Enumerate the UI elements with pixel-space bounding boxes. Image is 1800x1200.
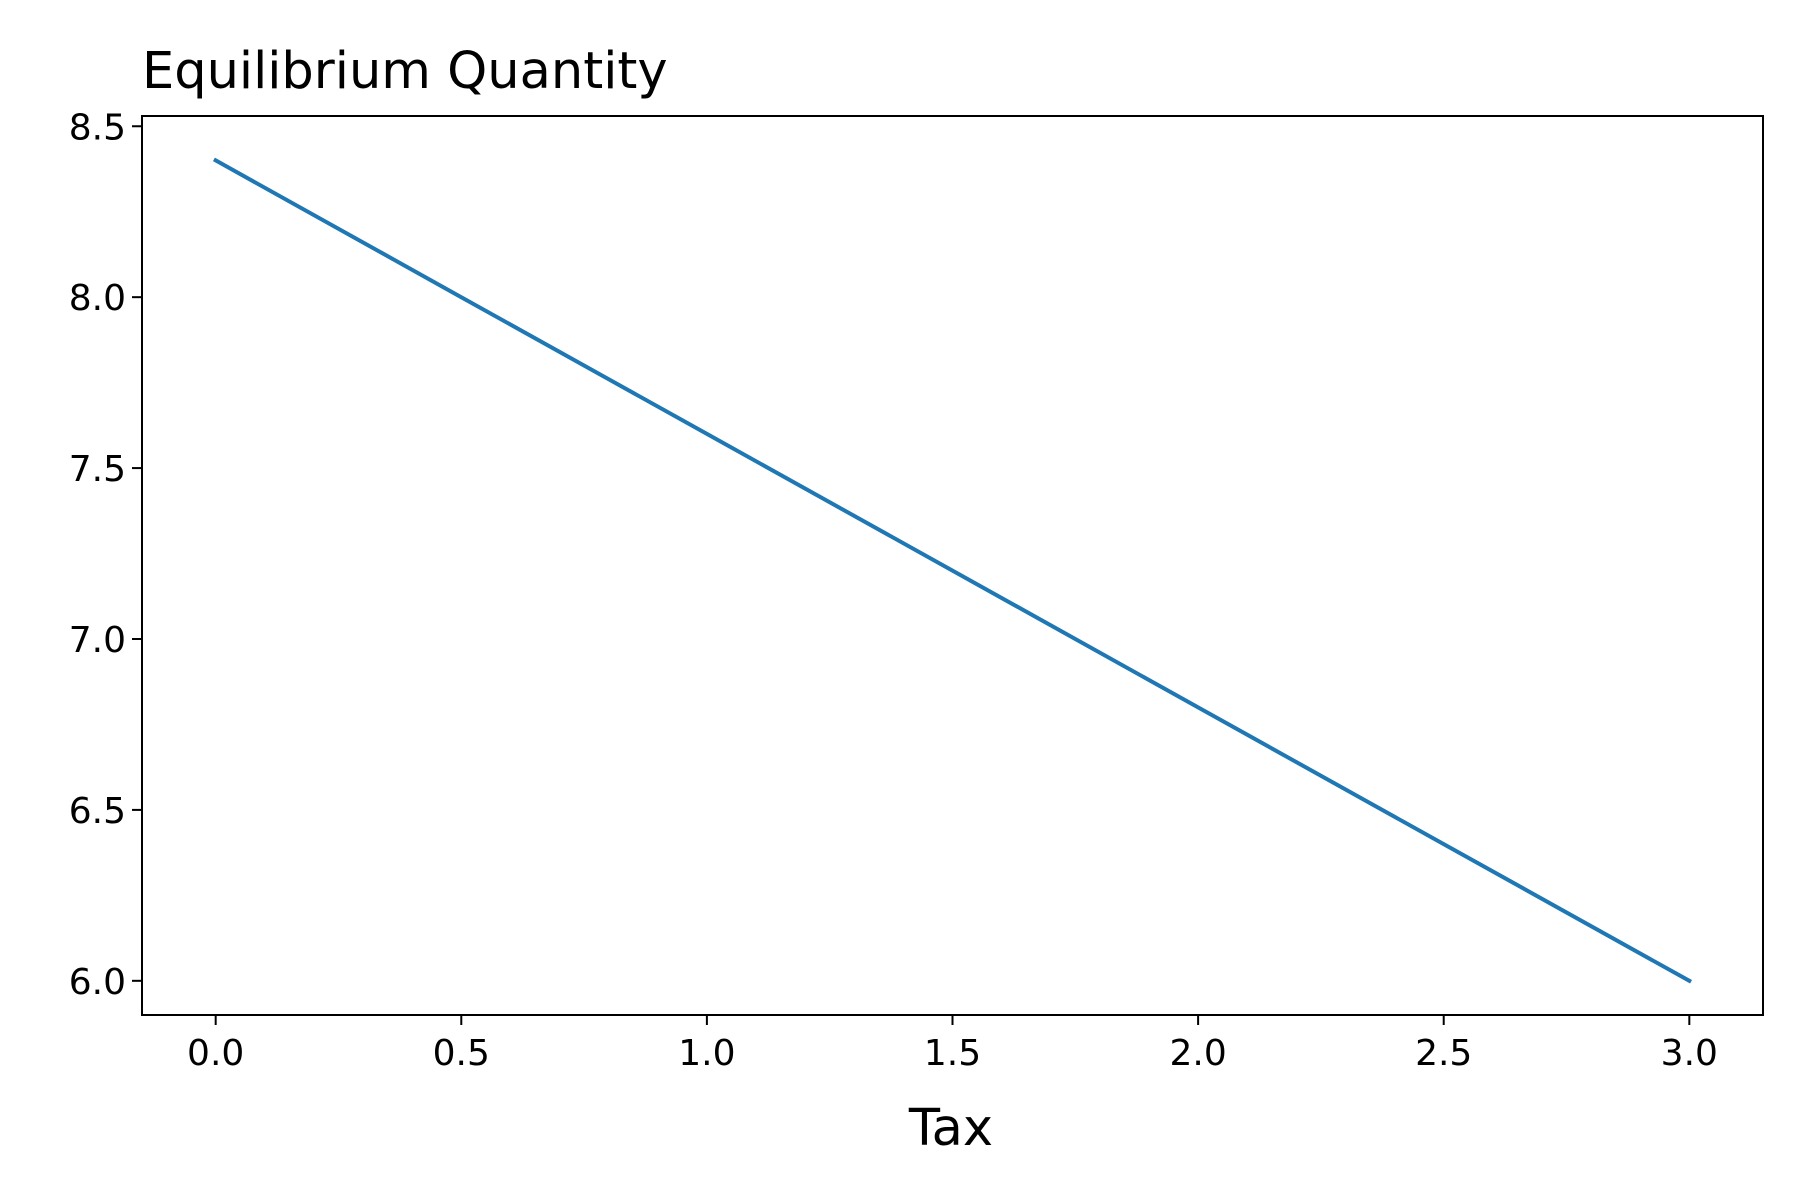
x-tick-label: 3.0 <box>1661 1033 1718 1074</box>
y-tick-label: 7.5 <box>69 449 126 490</box>
y-tick-label: 7.0 <box>69 620 126 661</box>
x-tick-label: 0.5 <box>433 1033 490 1074</box>
series-layer <box>212 157 1693 984</box>
x-axis: 0.0 0.5 1.0 1.5 2.0 2.5 3.0 <box>187 1015 1718 1074</box>
y-tick-label: 6.5 <box>69 791 126 832</box>
x-tick-label: 1.5 <box>924 1033 981 1074</box>
x-tick-label: 2.5 <box>1415 1033 1472 1074</box>
x-tick-label: 1.0 <box>678 1033 735 1074</box>
y-axis: 6.0 6.5 7.0 7.5 8.0 8.5 <box>69 107 142 1003</box>
y-tick-label: 8.0 <box>69 278 126 319</box>
y-tick-label: 6.0 <box>69 962 126 1003</box>
x-tick-label: 2.0 <box>1169 1033 1226 1074</box>
x-axis-label: Tax <box>908 1099 993 1158</box>
x-tick-label: 0.0 <box>187 1033 244 1074</box>
series-line <box>212 157 1693 984</box>
chart-title: Equilibrium Quantity <box>142 42 668 101</box>
y-tick-label: 8.5 <box>69 107 126 148</box>
plot-area-frame <box>141 115 1764 1016</box>
